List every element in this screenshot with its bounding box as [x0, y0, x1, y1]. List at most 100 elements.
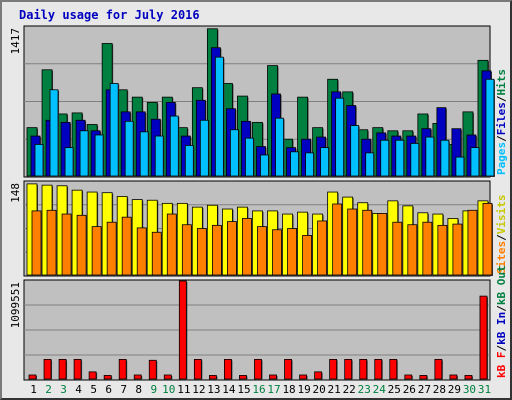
legend-item-1-1: Pages — [495, 142, 508, 175]
legend-item-2-2: / — [495, 234, 508, 241]
x-tick-label-day-19: 19 — [297, 383, 310, 396]
legend-item-3-4: / — [495, 305, 508, 312]
bar-kb-f-day-19 — [299, 374, 307, 380]
bar-sites-day-13 — [211, 224, 222, 276]
legend-item-2-1: Sites — [495, 241, 508, 274]
bar-sites-day-30 — [467, 209, 478, 276]
bar-pages-day-13 — [214, 56, 224, 177]
x-tick-label-day-7: 7 — [120, 383, 127, 396]
bar-sites-day-16 — [257, 226, 267, 276]
bar-sites-day-28 — [437, 224, 448, 276]
bar-kb-f-day-4 — [73, 358, 82, 380]
bar-sites-day-11 — [181, 224, 192, 276]
bar-pages-day-7 — [124, 120, 134, 177]
bar-sites-day-7 — [121, 216, 132, 276]
x-tick-label-day-8: 8 — [135, 383, 142, 396]
bar-kb-f-day-27 — [419, 375, 428, 380]
bar-kb-f-day-14 — [224, 358, 232, 380]
bar-sites-day-2 — [46, 209, 57, 276]
x-tick-label-day-27: 27 — [418, 383, 431, 396]
x-tick-label-day-10: 10 — [162, 383, 175, 396]
bar-pages-day-12 — [199, 119, 209, 177]
y-axis-label-3: 1099551 — [9, 282, 22, 328]
bar-sites-day-21 — [332, 203, 343, 276]
bar-sites-day-18 — [287, 228, 297, 276]
bar-pages-day-10 — [169, 115, 179, 177]
bar-kb-f-day-8 — [133, 374, 142, 380]
bar-kb-f-day-22 — [344, 358, 353, 380]
bar-kb-f-day-9 — [148, 359, 157, 380]
bar-kb-f-day-16 — [254, 358, 262, 380]
legend-item-3-2: / — [495, 345, 508, 352]
bar-pages-day-16 — [260, 154, 269, 177]
bar-kb-f-day-23 — [359, 358, 368, 380]
x-tick-label-day-30: 30 — [463, 383, 476, 396]
bar-sites-day-29 — [452, 223, 463, 276]
legend-2: Sites/Visits — [495, 195, 508, 275]
bar-pages-day-20 — [320, 147, 330, 177]
bar-pages-day-2 — [49, 89, 59, 177]
x-tick-label-day-11: 11 — [177, 383, 190, 396]
x-tick-label-day-23: 23 — [358, 383, 371, 396]
x-tick-label-day-22: 22 — [343, 383, 356, 396]
bar-kb-f-day-6 — [103, 375, 112, 380]
legend-item-1-3: Files — [495, 102, 508, 135]
bar-kb-f-day-12 — [193, 358, 202, 380]
bar-sites-day-17 — [272, 229, 282, 276]
bar-sites-day-8 — [136, 227, 147, 276]
bar-pages-day-4 — [79, 130, 89, 177]
bar-pages-day-3 — [64, 147, 74, 177]
x-tick-label-day-28: 28 — [433, 383, 446, 396]
bar-pages-day-22 — [350, 125, 360, 177]
bar-pages-day-17 — [275, 117, 284, 177]
y-axis-label-2: 148 — [9, 183, 22, 203]
bar-kb-f-day-18 — [284, 358, 292, 380]
bar-sites-day-14 — [227, 221, 237, 276]
bar-pages-day-15 — [245, 137, 254, 177]
bar-kb-f-day-26 — [404, 374, 413, 380]
x-tick-label-day-20: 20 — [313, 383, 326, 396]
chart-title: Daily usage for July 2016 — [19, 8, 200, 22]
x-tick-label-day-24: 24 — [373, 383, 387, 396]
bar-sites-day-25 — [392, 221, 403, 276]
bar-sites-day-6 — [106, 221, 117, 276]
bar-pages-day-23 — [365, 152, 375, 177]
x-tick-label-day-25: 25 — [388, 383, 401, 396]
x-tick-label-day-2: 2 — [45, 383, 52, 396]
bar-pages-day-26 — [410, 143, 420, 177]
legend-1: Pages/Files/Hits — [495, 69, 508, 175]
x-tick-label-day-4: 4 — [75, 383, 82, 396]
bar-sites-day-31 — [482, 202, 493, 276]
bar-kb-f-day-17 — [269, 374, 277, 380]
x-tick-label-day-3: 3 — [60, 383, 67, 396]
bar-pages-day-9 — [154, 135, 164, 177]
bar-kb-f-day-3 — [58, 358, 67, 380]
bar-sites-day-24 — [377, 213, 388, 276]
y-axis-label-1: 1417 — [9, 28, 22, 55]
bar-sites-day-1 — [31, 210, 42, 276]
x-tick-label-day-21: 21 — [328, 383, 341, 396]
x-tick-label-day-26: 26 — [403, 383, 416, 396]
x-tick-label-day-12: 12 — [192, 383, 205, 396]
bar-sites-day-12 — [196, 228, 207, 276]
legend-item-1-2: / — [495, 135, 508, 142]
legend-item-1-5: Hits — [495, 69, 508, 96]
x-tick-label-day-18: 18 — [282, 383, 295, 396]
bar-kb-f-day-30 — [464, 375, 473, 380]
bar-pages-day-21 — [335, 97, 345, 177]
legend-item-2-3: Visits — [495, 195, 508, 235]
bar-pages-day-1 — [34, 144, 44, 177]
x-tick-label-day-6: 6 — [105, 383, 112, 396]
bar-kb-f-day-29 — [449, 374, 458, 380]
bar-pages-day-5 — [94, 134, 104, 177]
bar-sites-day-26 — [407, 224, 418, 276]
legend-item-3-5: kB Out — [495, 265, 508, 305]
bar-kb-f-day-24 — [374, 358, 383, 380]
x-tick-label-day-5: 5 — [90, 383, 97, 396]
bar-pages-day-28 — [440, 139, 450, 177]
bar-kb-f-day-28 — [434, 358, 443, 380]
bar-sites-day-20 — [317, 220, 328, 276]
bar-kb-f-day-15 — [239, 375, 247, 380]
bar-kb-f-day-31 — [479, 295, 488, 380]
